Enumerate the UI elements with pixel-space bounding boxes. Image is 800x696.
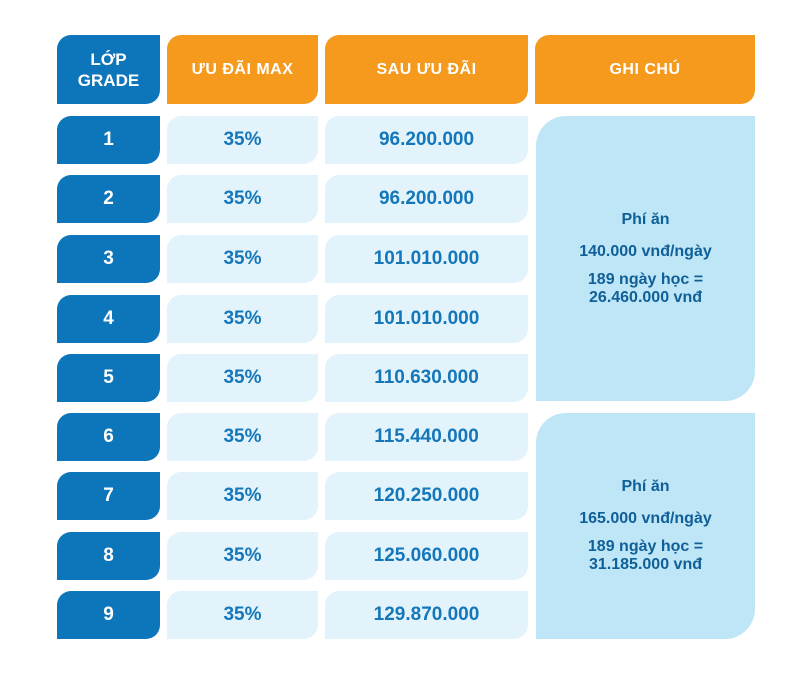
grade-cell: 7 — [57, 472, 160, 520]
meal-fee-total-line2: 26.460.000 vnđ — [589, 288, 702, 306]
discount-cell: 35% — [167, 116, 318, 164]
grade-cell: 4 — [57, 295, 160, 343]
after-discount-cell: 101.010.000 — [325, 235, 528, 283]
discount-cell: 35% — [167, 175, 318, 223]
discount-cell: 35% — [167, 235, 318, 283]
grade-cell: 3 — [57, 235, 160, 283]
discount-cell: 35% — [167, 591, 318, 639]
meal-fee-title: Phí ăn — [621, 478, 670, 495]
meal-fee-total-line1: 189 ngày học = — [587, 270, 704, 288]
header-grade-line2: GRADE — [77, 70, 140, 90]
discount-cell: 35% — [167, 472, 318, 520]
header-after-discount: SAU ƯU ĐÃI — [325, 35, 528, 104]
header-note: GHI CHÚ — [535, 35, 755, 104]
after-discount-cell: 125.060.000 — [325, 532, 528, 580]
grade-cell: 5 — [57, 354, 160, 402]
grade-cell: 8 — [57, 532, 160, 580]
header-grade: LỚP GRADE — [57, 35, 160, 104]
meal-fee-total-line1: 189 ngày học = — [587, 538, 704, 555]
after-discount-cell: 120.250.000 — [325, 472, 528, 520]
grade-cell: 2 — [57, 175, 160, 223]
header-discount: ƯU ĐÃI MAX — [167, 35, 318, 104]
meal-fee-title: Phí ăn — [621, 210, 670, 228]
discount-cell: 35% — [167, 413, 318, 461]
after-discount-cell: 96.200.000 — [325, 175, 528, 223]
grade-cell: 9 — [57, 591, 160, 639]
grade-cell: 1 — [57, 116, 160, 164]
meal-fee-note-grades-1-5: Phí ăn 140.000 vnđ/ngày 189 ngày học = 2… — [536, 116, 755, 401]
after-discount-cell: 129.870.000 — [325, 591, 528, 639]
meal-fee-rate: 140.000 vnđ/ngày — [579, 242, 712, 260]
discount-cell: 35% — [167, 354, 318, 402]
discount-cell: 35% — [167, 532, 318, 580]
meal-fee-note-grades-6-9: Phí ăn 165.000 vnđ/ngày 189 ngày học = 3… — [536, 413, 755, 639]
after-discount-cell: 96.200.000 — [325, 116, 528, 164]
after-discount-cell: 101.010.000 — [325, 295, 528, 343]
meal-fee-rate: 165.000 vnđ/ngày — [579, 510, 712, 527]
meal-fee-total-line2: 31.185.000 vnđ — [589, 556, 702, 573]
discount-cell: 35% — [167, 295, 318, 343]
after-discount-cell: 110.630.000 — [325, 354, 528, 402]
grade-cell: 6 — [57, 413, 160, 461]
header-grade-line1: LỚP — [90, 49, 127, 69]
after-discount-cell: 115.440.000 — [325, 413, 528, 461]
